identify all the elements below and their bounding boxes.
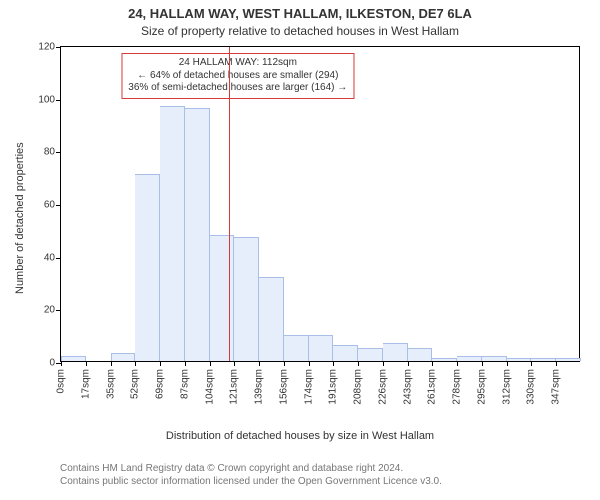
x-tick-label: 174sqm bbox=[303, 369, 314, 405]
x-tick-label: 69sqm bbox=[155, 369, 166, 399]
x-tick-mark bbox=[457, 361, 458, 366]
x-tick-label: 208sqm bbox=[353, 369, 364, 405]
x-tick-label: 330sqm bbox=[526, 369, 537, 405]
histogram-bar bbox=[185, 108, 210, 361]
x-tick-label: 261sqm bbox=[427, 369, 438, 405]
y-tick-label: 120 bbox=[38, 42, 55, 53]
x-tick-mark bbox=[210, 361, 211, 366]
x-tick-mark bbox=[358, 361, 359, 366]
y-tick-label: 20 bbox=[44, 305, 55, 316]
x-tick-label: 87sqm bbox=[179, 369, 190, 399]
y-tick-label: 60 bbox=[44, 200, 55, 211]
histogram-bar bbox=[61, 356, 86, 361]
plot-area: 24 HALLAM WAY: 112sqm ← 64% of detached … bbox=[60, 46, 580, 362]
credit-line-2: Contains public sector information licen… bbox=[60, 475, 442, 488]
x-tick-mark bbox=[111, 361, 112, 366]
x-tick-mark bbox=[309, 361, 310, 366]
histogram-bar bbox=[457, 356, 482, 361]
histogram-bar bbox=[482, 356, 507, 361]
credit-line-1: Contains HM Land Registry data © Crown c… bbox=[60, 462, 442, 475]
x-tick-mark bbox=[531, 361, 532, 366]
histogram-bar bbox=[383, 343, 408, 361]
y-axis-label: Number of detached properties bbox=[14, 142, 26, 294]
histogram-bar bbox=[135, 174, 160, 361]
x-tick-mark bbox=[185, 361, 186, 366]
x-tick-mark bbox=[135, 361, 136, 366]
histogram-bar bbox=[531, 358, 556, 361]
y-tick-mark bbox=[56, 100, 61, 101]
x-tick-mark bbox=[259, 361, 260, 366]
histogram-bar bbox=[210, 235, 235, 361]
x-tick-label: 104sqm bbox=[204, 369, 215, 405]
y-tick-label: 0 bbox=[49, 358, 55, 369]
x-tick-mark bbox=[160, 361, 161, 366]
x-tick-label: 156sqm bbox=[278, 369, 289, 405]
x-tick-mark bbox=[284, 361, 285, 366]
histogram-bar bbox=[358, 348, 383, 361]
x-tick-mark bbox=[383, 361, 384, 366]
y-tick-mark bbox=[56, 47, 61, 48]
x-tick-mark bbox=[556, 361, 557, 366]
x-axis-label: Distribution of detached houses by size … bbox=[0, 430, 600, 442]
histogram-bar bbox=[408, 348, 433, 361]
y-tick-mark bbox=[56, 152, 61, 153]
x-tick-label: 0sqm bbox=[56, 369, 67, 393]
histogram-bar bbox=[309, 335, 334, 361]
histogram-bar bbox=[556, 358, 581, 361]
y-tick-mark bbox=[56, 205, 61, 206]
histogram-bar bbox=[234, 237, 259, 361]
x-tick-mark bbox=[482, 361, 483, 366]
x-tick-label: 243sqm bbox=[402, 369, 413, 405]
x-tick-mark bbox=[86, 361, 87, 366]
x-tick-label: 139sqm bbox=[254, 369, 265, 405]
x-tick-label: 295sqm bbox=[476, 369, 487, 405]
credit-text: Contains HM Land Registry data © Crown c… bbox=[60, 462, 442, 488]
x-tick-mark bbox=[432, 361, 433, 366]
x-tick-label: 17sqm bbox=[80, 369, 91, 399]
x-tick-label: 226sqm bbox=[377, 369, 388, 405]
figure: 24, HALLAM WAY, WEST HALLAM, ILKESTON, D… bbox=[0, 0, 600, 500]
annotation-line-2: ← 64% of detached houses are smaller (29… bbox=[128, 70, 347, 83]
x-tick-label: 347sqm bbox=[551, 369, 562, 405]
figure-title-sub: Size of property relative to detached ho… bbox=[0, 24, 600, 38]
y-tick-label: 100 bbox=[38, 94, 55, 105]
x-tick-label: 35sqm bbox=[105, 369, 116, 399]
x-tick-label: 278sqm bbox=[452, 369, 463, 405]
x-tick-mark bbox=[333, 361, 334, 366]
x-tick-label: 312sqm bbox=[501, 369, 512, 405]
annotation-line-3: 36% of semi-detached houses are larger (… bbox=[128, 82, 347, 95]
y-tick-mark bbox=[56, 310, 61, 311]
y-tick-label: 80 bbox=[44, 147, 55, 158]
x-tick-label: 52sqm bbox=[130, 369, 141, 399]
figure-title-address: 24, HALLAM WAY, WEST HALLAM, ILKESTON, D… bbox=[0, 6, 600, 21]
histogram-bar bbox=[259, 277, 284, 361]
histogram-bar bbox=[284, 335, 309, 361]
x-tick-label: 121sqm bbox=[229, 369, 240, 405]
marker-line bbox=[229, 47, 230, 361]
x-tick-mark bbox=[408, 361, 409, 366]
x-tick-mark bbox=[234, 361, 235, 366]
annotation-line-1: 24 HALLAM WAY: 112sqm bbox=[128, 57, 347, 70]
histogram-bar bbox=[111, 353, 136, 361]
histogram-bar bbox=[333, 345, 358, 361]
y-tick-label: 40 bbox=[44, 252, 55, 263]
x-tick-label: 191sqm bbox=[328, 369, 339, 405]
histogram-bar bbox=[160, 106, 185, 361]
histogram-bar bbox=[507, 358, 532, 361]
x-tick-mark bbox=[507, 361, 508, 366]
annotation-box: 24 HALLAM WAY: 112sqm ← 64% of detached … bbox=[121, 53, 354, 99]
histogram-bar bbox=[432, 358, 457, 361]
y-tick-mark bbox=[56, 258, 61, 259]
x-tick-mark bbox=[61, 361, 62, 366]
